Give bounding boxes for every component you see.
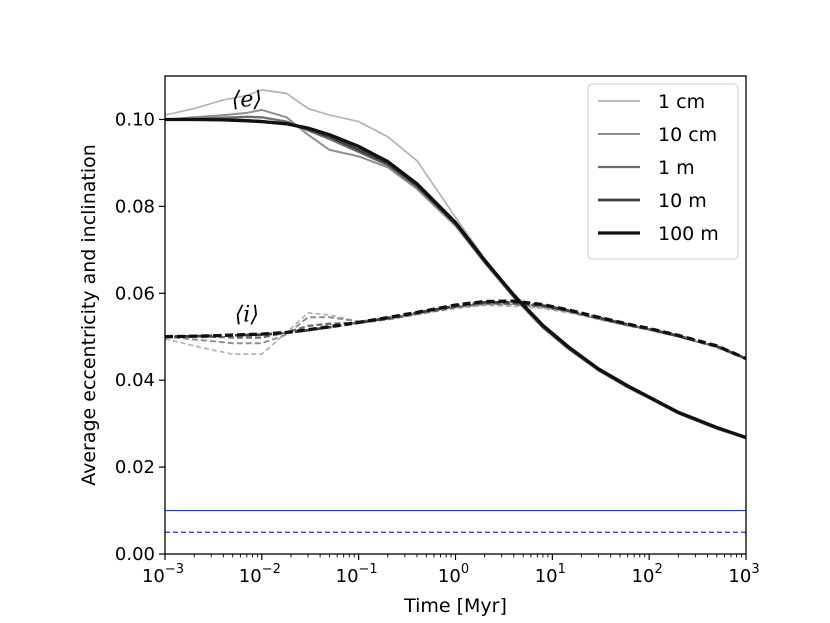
legend-label: 1 cm [658, 91, 705, 113]
y-tick-label: 0.02 [115, 457, 155, 478]
y-tick-label: 0.10 [115, 109, 155, 130]
legend-label: 100 m [658, 223, 719, 245]
legend-label: 1 m [658, 157, 695, 179]
x-tick-label: 10−1 [336, 562, 378, 587]
y-tick-label: 0.06 [115, 283, 155, 304]
y-ticks: 0.00 0.02 0.04 0.06 0.08 0.10 [115, 109, 165, 565]
i-annotation: ⟨i⟩ [235, 303, 259, 328]
legend-label: 10 m [658, 190, 707, 212]
plot-lines [165, 89, 746, 533]
legend-label: 10 cm [658, 124, 717, 146]
x-tick-label: 100 [438, 562, 469, 587]
x-tick-label: 10−2 [239, 562, 281, 587]
y-axis-label: Average eccentricity and inclination [78, 144, 100, 486]
inclination-line-100m [165, 299, 746, 361]
y-tick-label: 0.08 [115, 196, 155, 217]
annotations: ⟨e⟩ ⟨i⟩ [232, 87, 262, 327]
x-tick-label: 10−3 [142, 562, 184, 587]
y-tick-label: 0.04 [115, 370, 155, 391]
x-ticks: 10−3 10−2 10−1 100 101 102 103 [142, 554, 760, 587]
e-annotation: ⟨e⟩ [232, 87, 262, 112]
x-tick-label: 103 [728, 562, 759, 587]
y-tick-label: 0.00 [115, 544, 155, 565]
legend: 1 cm 10 cm 1 m 10 m 100 m [587, 83, 739, 260]
x-axis-label: Time [Myr] [403, 595, 507, 617]
x-tick-label: 101 [535, 562, 566, 587]
x-tick-label: 102 [632, 562, 663, 587]
legend-box [587, 83, 739, 260]
eccentricity-line-100m [165, 117, 746, 440]
